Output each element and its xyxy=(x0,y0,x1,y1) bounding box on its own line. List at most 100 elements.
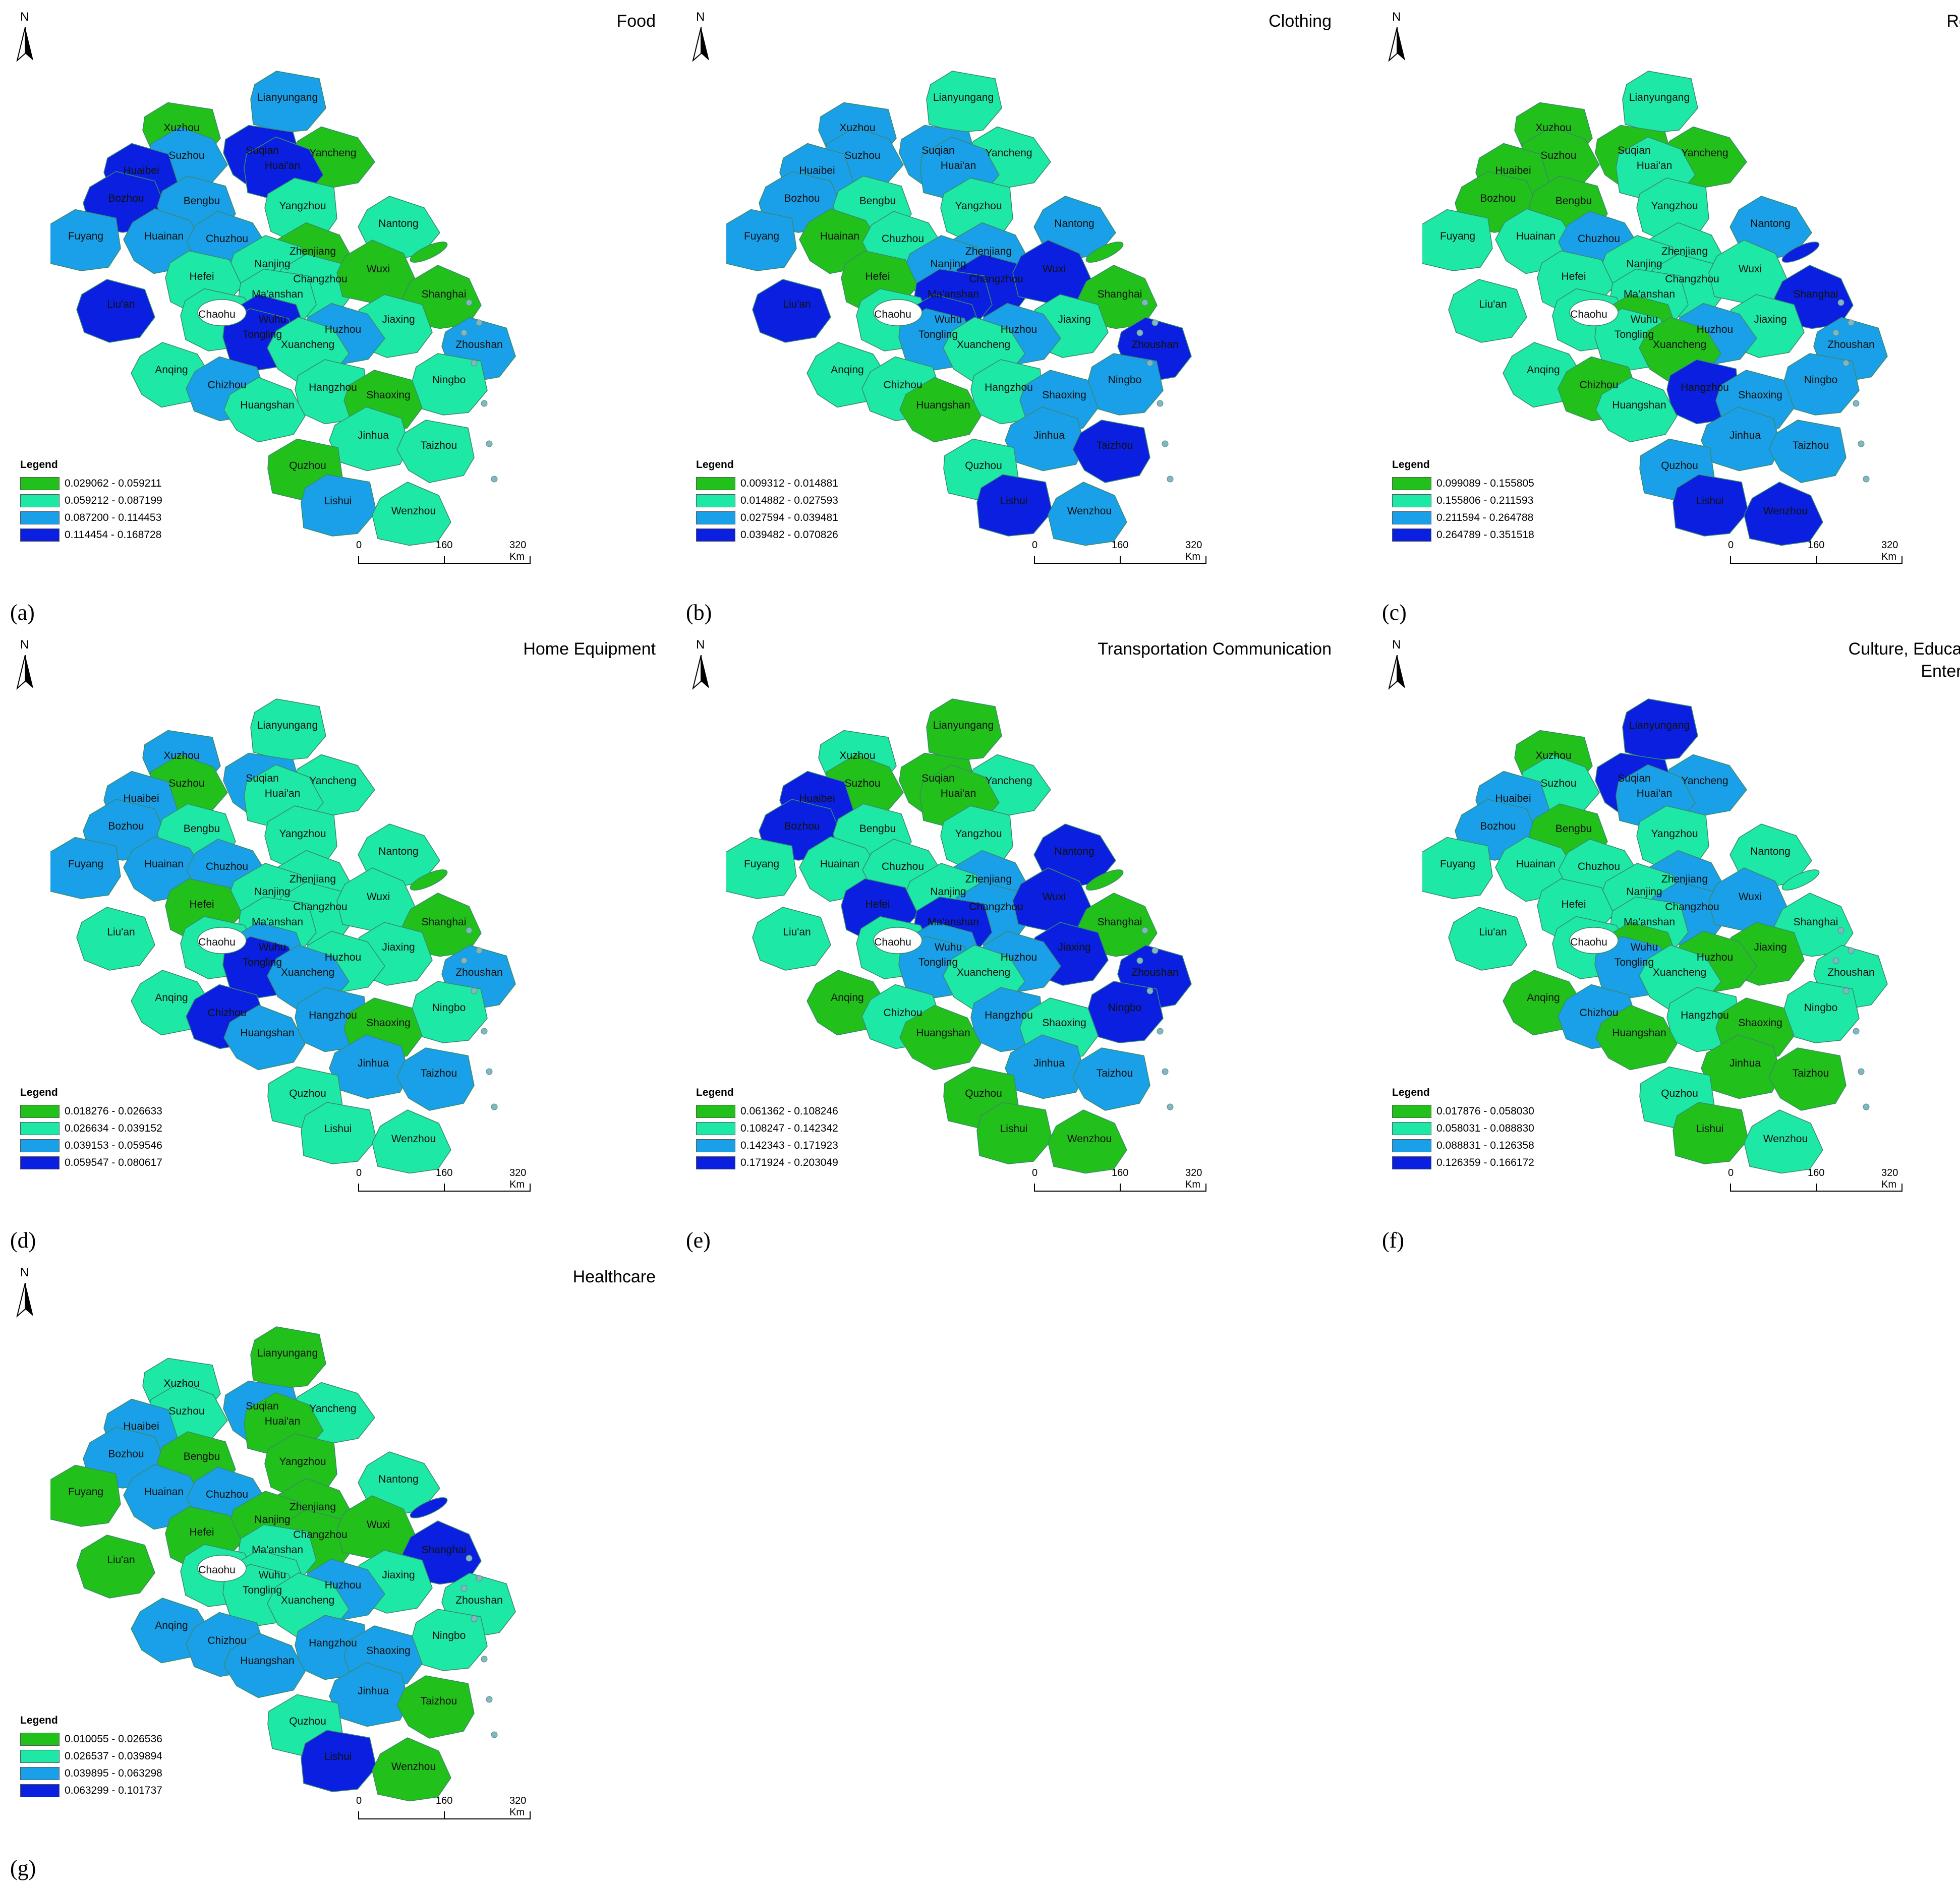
map-panel-e: Transportation Communication N Lianyungang… xyxy=(686,638,1332,1258)
city-label: Ningbo xyxy=(432,1630,466,1641)
city-label: Hangzhou xyxy=(1681,382,1729,393)
north-label: N xyxy=(696,638,705,652)
city-label: Liu'an xyxy=(1479,299,1507,310)
legend: Legend 0.061362 - 0.108246 0.108247 - 0.14… xyxy=(696,1087,838,1171)
city-label: Hangzhou xyxy=(985,382,1033,393)
city-label: Shanghai xyxy=(1098,288,1142,300)
city-label: Shaoxing xyxy=(1042,389,1086,401)
city-label: Tongling xyxy=(1615,957,1654,968)
legend-title: Legend xyxy=(20,459,58,470)
city-label: Shaoxing xyxy=(1042,1017,1086,1029)
city-label: Huai'an xyxy=(265,160,301,171)
city-label: Chizhou xyxy=(883,379,922,391)
region-huangshan xyxy=(1595,1005,1678,1071)
city-label: Lishui xyxy=(324,495,352,507)
city-label: Bengbu xyxy=(184,823,220,835)
legend-range: 0.211594 - 0.264788 xyxy=(1436,512,1534,523)
city-label: Bengbu xyxy=(184,195,220,207)
islet-shape xyxy=(466,299,473,306)
islet-shape xyxy=(476,1575,483,1582)
city-label: Huaibei xyxy=(1495,165,1531,176)
city-label: Jinhua xyxy=(1033,430,1065,441)
city-label: Quzhou xyxy=(289,1088,326,1099)
legend-range: 0.039482 - 0.070826 xyxy=(740,529,838,541)
legend-swatch xyxy=(20,1733,60,1746)
scale-tick xyxy=(358,1184,359,1192)
scale-tick xyxy=(1901,556,1903,564)
legend-range: 0.114454 - 0.168728 xyxy=(65,529,162,541)
legend-row: 0.058031 - 0.088830 xyxy=(1392,1120,1534,1137)
scale-tick xyxy=(1901,1184,1903,1192)
city-label: Xuancheng xyxy=(281,339,334,350)
city-label: Ningbo xyxy=(432,374,466,386)
scale-label-0: 0 xyxy=(356,1795,362,1806)
city-label: Wenzhou xyxy=(391,1133,436,1145)
legend-row: 0.026634 - 0.039152 xyxy=(20,1120,162,1137)
scale-label-160: 160 xyxy=(1112,540,1129,551)
city-label: Anqing xyxy=(155,364,188,376)
legend-row: 0.142343 - 0.171923 xyxy=(696,1137,838,1154)
city-label: Chaohu xyxy=(198,1564,236,1576)
region-fuyang xyxy=(1422,837,1493,899)
city-label: Xuzhou xyxy=(839,750,875,761)
scale-label-160: 160 xyxy=(436,1167,453,1178)
scale-label-320: 320 Km xyxy=(1881,1167,1898,1190)
islet-shape xyxy=(1858,440,1865,447)
city-label: Jiaxing xyxy=(382,941,415,953)
city-label: Zhoushan xyxy=(1131,339,1178,350)
city-label: Huai'an xyxy=(1637,160,1673,171)
city-label: Huainan xyxy=(144,230,184,242)
islet-shape xyxy=(491,1103,498,1110)
city-label: Lianyungang xyxy=(1629,92,1690,103)
panel-label: (c) xyxy=(1382,600,1407,625)
city-label: Lishui xyxy=(1696,1123,1724,1135)
city-label: Yancheng xyxy=(309,147,356,159)
city-label: Hefei xyxy=(865,271,890,282)
north-label: N xyxy=(20,10,29,24)
city-label: Changzhou xyxy=(969,273,1023,285)
legend-row: 0.171924 - 0.203049 xyxy=(696,1154,838,1171)
region-lishui xyxy=(1673,474,1749,537)
city-label: Shanghai xyxy=(422,288,467,300)
region-wenzhou xyxy=(1744,482,1823,546)
city-label: Chuzhou xyxy=(882,861,924,872)
city-label: Bengbu xyxy=(859,823,896,835)
legend-swatch xyxy=(696,1122,735,1135)
region-wenzhou xyxy=(372,1737,451,1802)
legend-swatch xyxy=(20,1767,60,1780)
north-arrow-icon: N xyxy=(15,638,37,693)
city-label: Hefei xyxy=(1561,899,1586,910)
scale-bar: 0 160 320 Km xyxy=(356,1795,540,1825)
city-label: Chaohu xyxy=(874,936,911,948)
islet-shape xyxy=(471,1615,478,1622)
legend: Legend 0.017876 - 0.058030 0.058031 - 0.08… xyxy=(1392,1087,1534,1171)
legend-swatch xyxy=(696,1156,735,1169)
city-label: Zhoushan xyxy=(1827,339,1874,350)
city-label: Hangzhou xyxy=(309,1637,357,1649)
panel-title: Healthcare xyxy=(572,1267,656,1286)
islet-shape xyxy=(1853,400,1860,407)
region-taizhou xyxy=(1072,1047,1150,1111)
city-label: Nantong xyxy=(1054,846,1094,857)
legend-range: 0.099089 - 0.155805 xyxy=(1436,478,1534,489)
city-label: Changzhou xyxy=(969,901,1023,913)
city-label: Huangshan xyxy=(1612,1027,1666,1039)
panel-label: (b) xyxy=(686,600,712,625)
city-label: Hefei xyxy=(865,899,890,910)
city-label: Yangzhou xyxy=(955,828,1002,840)
islet-shape xyxy=(1848,947,1855,954)
islet-shape xyxy=(1151,947,1159,954)
islet-shape xyxy=(1842,987,1850,994)
north-arrow-icon: N xyxy=(691,638,713,693)
region-lianyungang xyxy=(1622,71,1698,133)
region-lianyungang xyxy=(250,698,326,761)
legend-row: 0.029062 - 0.059211 xyxy=(20,475,162,492)
city-label: Shanghai xyxy=(1794,916,1838,928)
panel-label: (f) xyxy=(1382,1228,1404,1253)
north-label: N xyxy=(1392,638,1401,652)
legend-row: 0.014882 - 0.027593 xyxy=(696,492,838,509)
city-label: Huai'an xyxy=(941,788,976,799)
islet-shape xyxy=(1858,1068,1865,1075)
region-lishui xyxy=(301,474,377,537)
city-label: Nantong xyxy=(378,1474,418,1485)
